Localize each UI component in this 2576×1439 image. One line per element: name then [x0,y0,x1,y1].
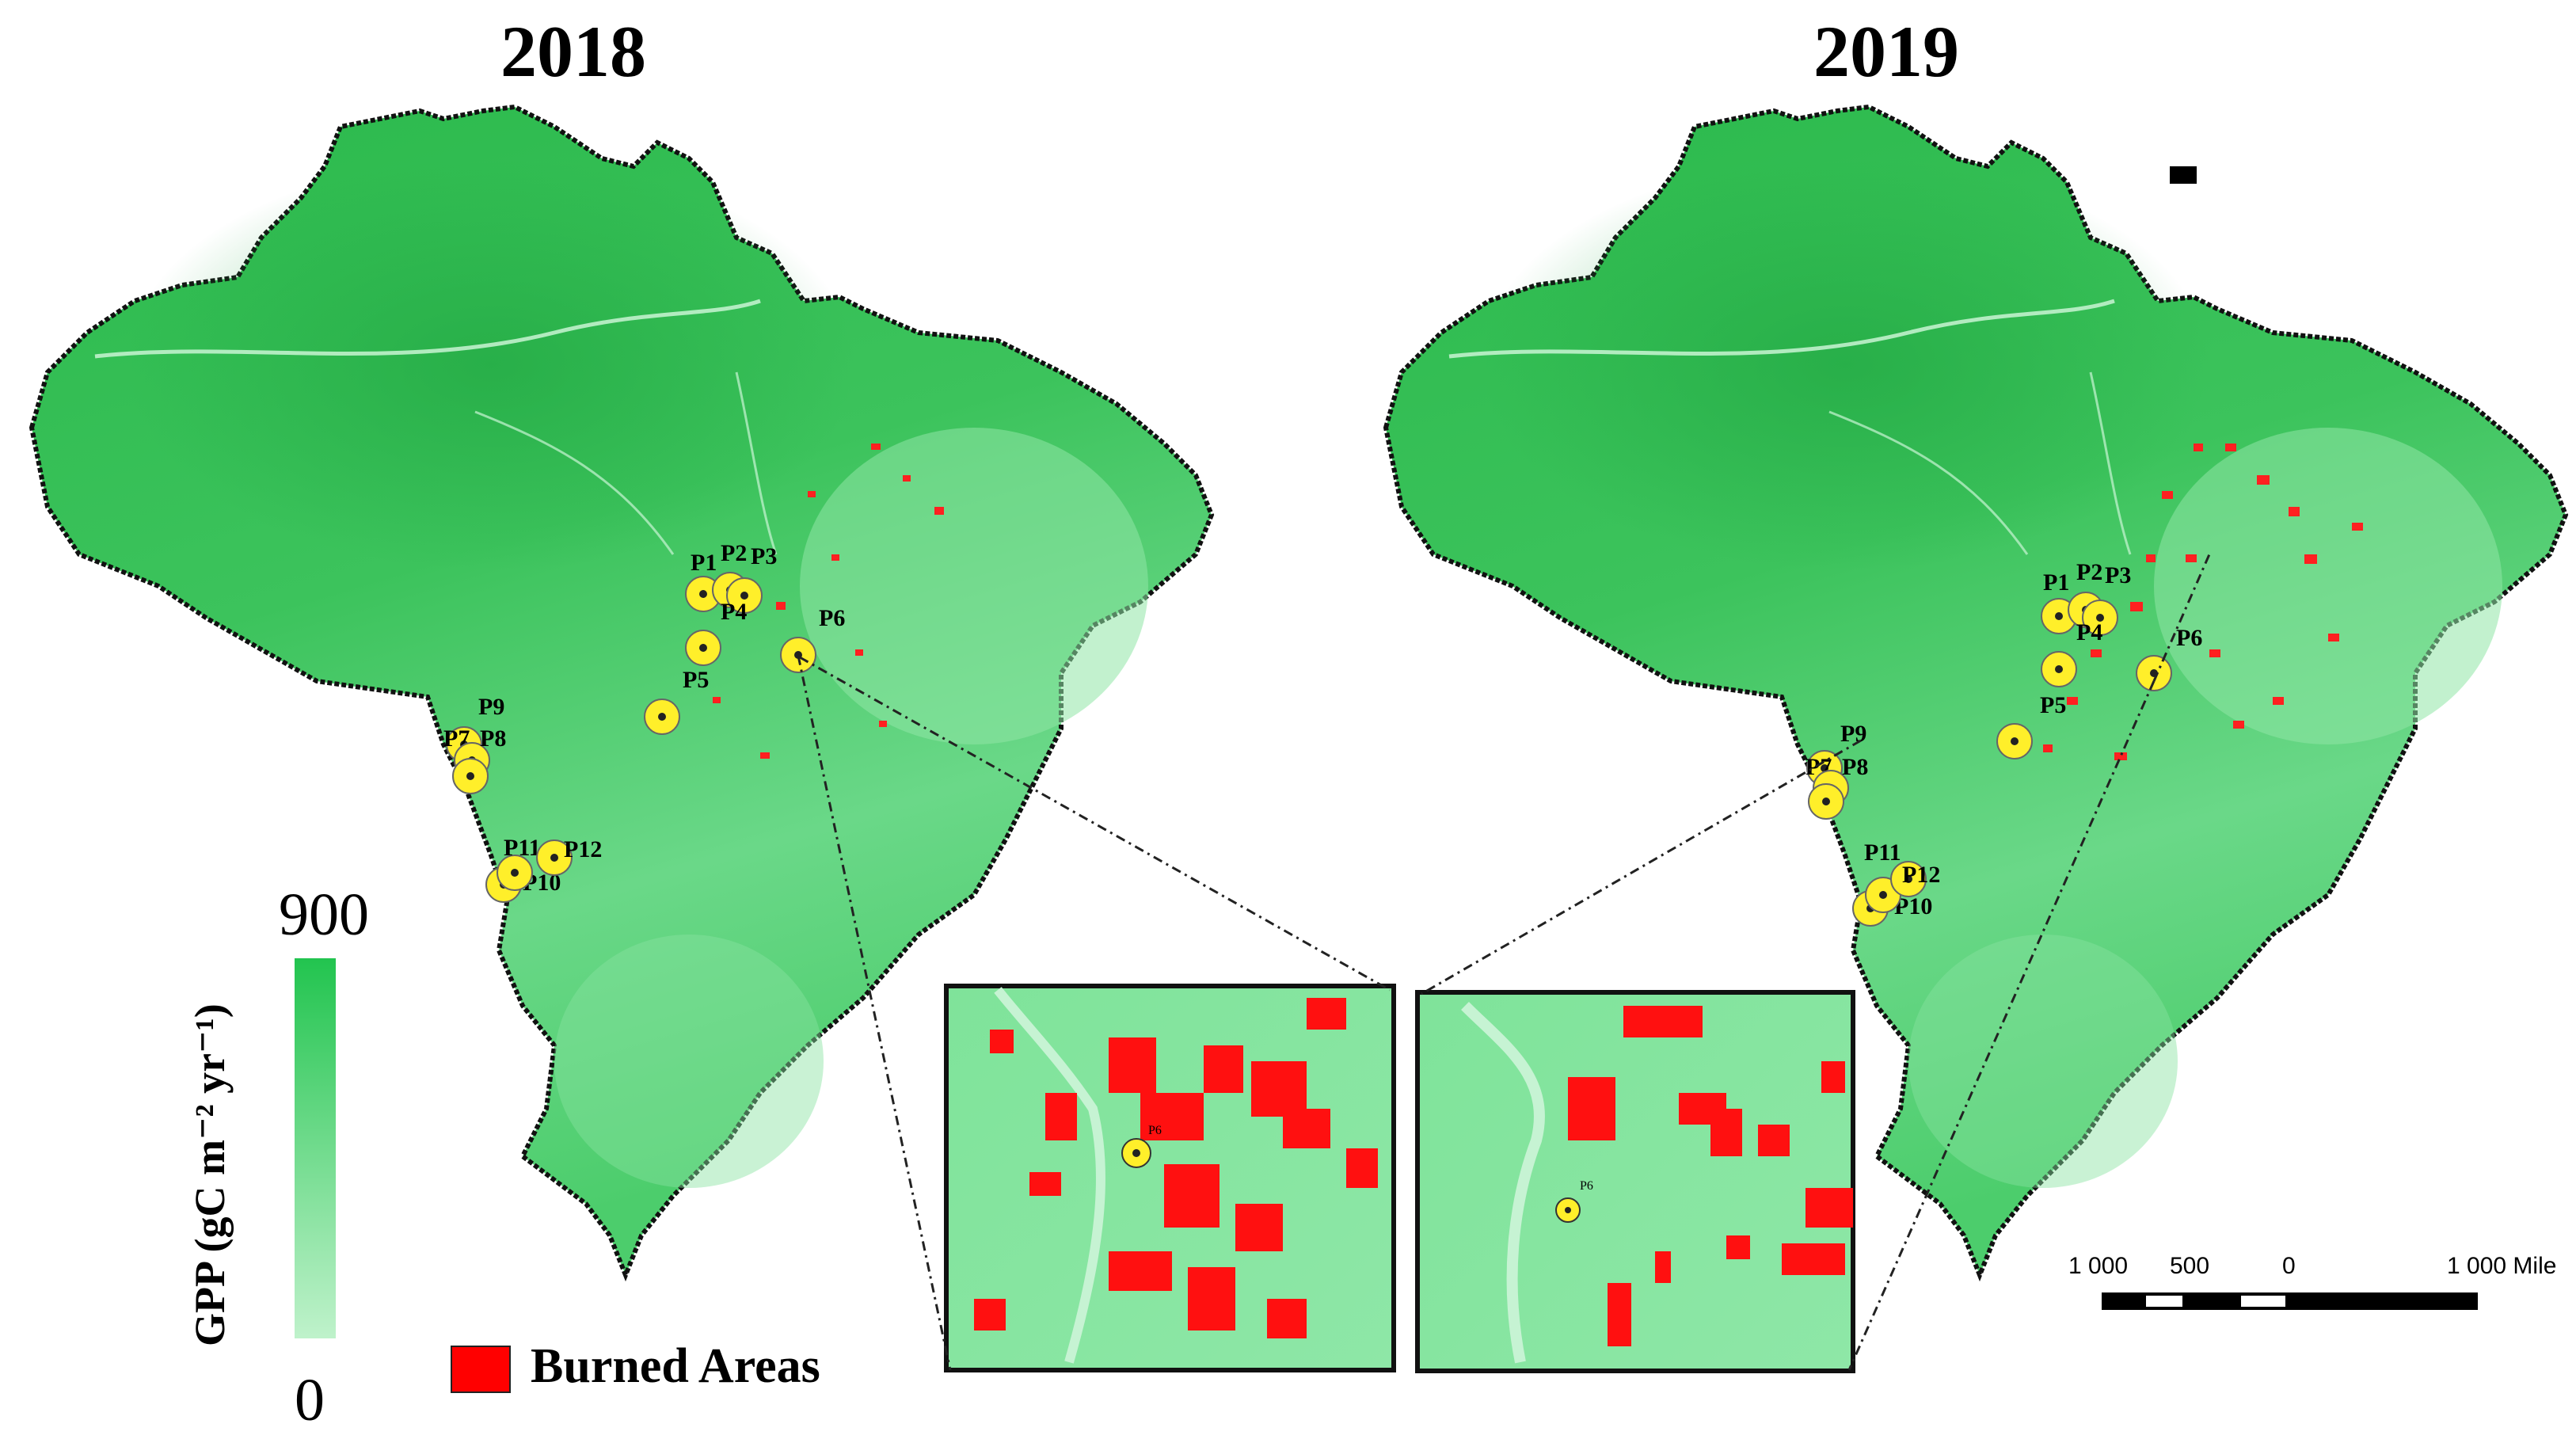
amazon-forest-2019 [1481,158,2209,570]
burned-scatter-2018 [713,444,944,759]
point-label-p1: P1 [2043,569,2069,596]
point-marker-center-p1 [699,590,707,598]
inset-2019-burned [1568,1006,1853,1346]
scale-label-0: 0 [2282,1253,2296,1279]
point-label-p2: P2 [721,540,747,566]
river-secondary-2018 [474,371,778,555]
point-marker-center-p5 [2011,737,2019,745]
brazil-map-2019 [1383,104,2569,1282]
point-label-p5: P5 [683,667,709,693]
scale-label-500: 500 [2170,1253,2210,1279]
river-secondary-2019 [1828,371,2132,555]
amazon-forest-2018 [127,158,855,570]
burned-scatter-2019 [2043,444,2363,760]
map-marker-block [2170,166,2197,184]
point-label-p9: P9 [1840,721,1866,747]
burned-areas-swatch [451,1346,511,1393]
map-title-2019: 2019 [1813,11,1959,92]
point-marker-center-p9 [466,772,474,780]
point-label-p9: P9 [478,694,504,720]
south-light-2019 [1908,935,2178,1188]
point-label-p8: P8 [480,725,506,752]
brazil-map-2018 [29,104,1215,1282]
inset-2018-label: P6 [1148,1124,1162,1137]
map-title-2018: 2018 [500,11,646,92]
point-marker-center-p11 [511,869,519,877]
point-label-p4: P4 [721,599,747,625]
point-label-p4: P4 [2076,619,2102,645]
inset-2018: P6 [944,984,1396,1372]
point-label-p3: P3 [2105,562,2131,588]
inset-2019: P6 [1415,990,1855,1373]
point-marker-center-p1 [2055,612,2063,620]
gpp-legend-max: 900 [279,881,369,948]
inset-2019-label: P6 [1580,1179,1593,1193]
point-label-p11: P11 [1864,839,1901,866]
burned-areas-label: Burned Areas [531,1339,820,1393]
river-network-2018 [94,299,761,359]
point-marker-center-p11 [1879,891,1887,899]
point-marker-center-p12 [550,854,558,862]
point-marker-center-p7 [1821,764,1828,772]
gpp-legend-bar [295,958,336,1338]
point-label-p6: P6 [2176,625,2202,651]
point-marker-center-p9 [1822,798,1830,805]
point-label-p12: P12 [1902,862,1940,888]
inset-2018-burned [974,998,1378,1338]
point-label-p1: P1 [691,550,717,576]
point-label-p8: P8 [1842,754,1868,780]
point-label-p11: P11 [504,835,541,861]
point-label-p2: P2 [2076,559,2102,585]
point-label-p12: P12 [564,836,602,862]
scale-label-1000-left: 1 000 [2068,1253,2129,1279]
gpp-legend-min: 0 [295,1367,325,1433]
point-label-p5: P5 [2040,692,2066,718]
cerrado-light-2018 [800,428,1148,744]
point-label-p3: P3 [751,543,777,569]
point-marker-center-p3 [740,592,748,600]
scale-bar [2102,1292,2478,1310]
point-marker-center-p5 [658,713,666,721]
gpp-legend-axis-label: GPP (gC m⁻² yr⁻¹) [186,1003,234,1346]
south-light-2018 [554,935,824,1188]
point-marker-center-p4 [699,644,707,652]
point-marker-center-p12 [1904,875,1912,883]
inset-leader-lines [797,554,2211,1371]
scale-label-1000-mile: 1 000 Mile [2447,1253,2557,1279]
point-label-p6: P6 [819,605,845,631]
point-marker-center-p3 [2096,614,2104,622]
cerrado-light-2019 [2154,428,2502,744]
point-marker-center-p4 [2055,665,2063,673]
river-network-2019 [1448,299,2115,359]
